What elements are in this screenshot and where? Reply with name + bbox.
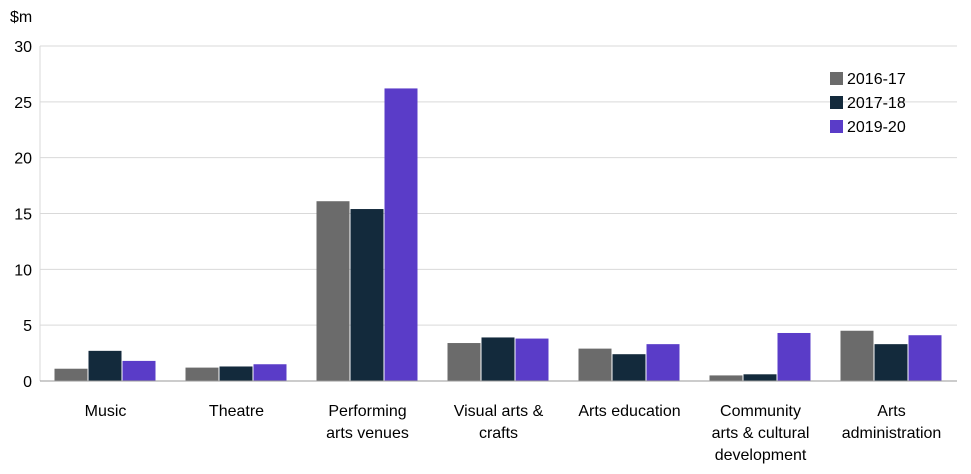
bar-2016-17-4 [578,348,612,381]
bar-2019-20-3 [515,338,549,381]
category-label-line: Arts education [578,403,680,420]
y-tick-label: 0 [23,374,32,391]
bar-2017-18-0 [88,350,122,381]
category-label-line: Arts [877,403,905,420]
category-label-line: administration [842,425,942,442]
category-label: Performing arts venues [326,403,409,442]
bar-2019-20-5 [777,332,811,381]
category-label-line: Visual arts & [454,403,544,420]
category-label: Theatre [209,403,264,420]
bar-2017-18-3 [481,337,515,381]
y-tick-label: 5 [23,318,32,335]
bar-2016-17-2 [316,201,350,381]
category-label: Music [85,403,127,420]
legend-label: 2016-17 [847,71,906,88]
category-label-line: Performing [328,403,406,420]
category-label: Visual arts & crafts [454,403,544,442]
x-axis-category-labels: Music Theatre Performing arts venues Visual … [85,403,942,464]
category-label: Community arts & cultural development [712,403,810,464]
y-tick-label: 20 [14,151,32,168]
legend-swatch [830,72,843,85]
category-label-line: Music [85,403,127,420]
y-tick-label: 25 [14,95,32,112]
bar-2016-17-1 [185,367,219,381]
bars [54,88,942,381]
gridlines [39,45,957,381]
y-tick-label: 30 [14,39,32,56]
legend-swatch [830,120,843,133]
y-axis-tick-labels: 0 5 10 15 20 25 30 [14,39,32,391]
bar-2019-20-4 [646,344,680,381]
bar-2017-18-2 [350,209,384,381]
bar-2016-17-6 [840,330,874,381]
bar-2017-18-4 [612,354,646,381]
y-tick-label: 15 [14,207,32,224]
bar-2016-17-5 [709,375,743,381]
legend-label: 2017-18 [847,95,906,112]
category-label-line: arts venues [326,425,409,442]
legend-swatch [830,96,843,109]
bar-2019-20-6 [908,335,942,381]
category-label-line: crafts [479,425,518,442]
category-label-line: arts & cultural [712,425,810,442]
bar-2017-18-5 [743,374,777,381]
bar-2019-20-2 [384,88,418,381]
bar-2017-18-1 [219,366,253,381]
y-axis-unit-label: $m [10,9,32,26]
bar-2017-18-6 [874,344,908,381]
bar-2016-17-0 [54,368,88,381]
legend: 2016-17 2017-18 2019-20 [830,71,906,136]
category-label: Arts administration [842,403,942,442]
category-label-line: Theatre [209,403,264,420]
legend-label: 2019-20 [847,119,906,136]
bar-2019-20-0 [122,360,156,381]
bar-2016-17-3 [447,343,481,381]
bar-2019-20-1 [253,364,287,381]
category-label: Arts education [578,403,680,420]
category-label-line: Community [720,403,801,420]
category-label-line: development [715,447,807,464]
y-tick-label: 10 [14,262,32,279]
